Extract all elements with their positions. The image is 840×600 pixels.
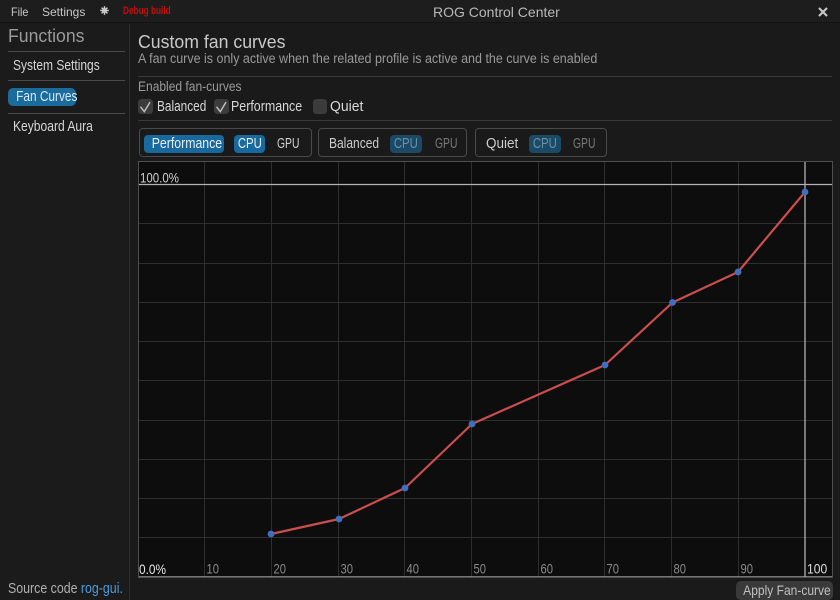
svg-text:20: 20 <box>274 561 287 577</box>
svg-text:60: 60 <box>541 561 554 577</box>
svg-text:100: 100 <box>807 561 827 577</box>
svg-text:70: 70 <box>607 561 620 577</box>
svg-text:0.0%: 0.0% <box>139 561 166 577</box>
svg-text:30: 30 <box>341 561 354 577</box>
svg-text:90: 90 <box>741 561 754 577</box>
svg-text:100.0%: 100.0% <box>140 170 179 186</box>
svg-text:10: 10 <box>207 561 220 577</box>
svg-text:40: 40 <box>407 561 420 577</box>
svg-text:50: 50 <box>474 561 487 577</box>
svg-text:80: 80 <box>674 561 687 577</box>
